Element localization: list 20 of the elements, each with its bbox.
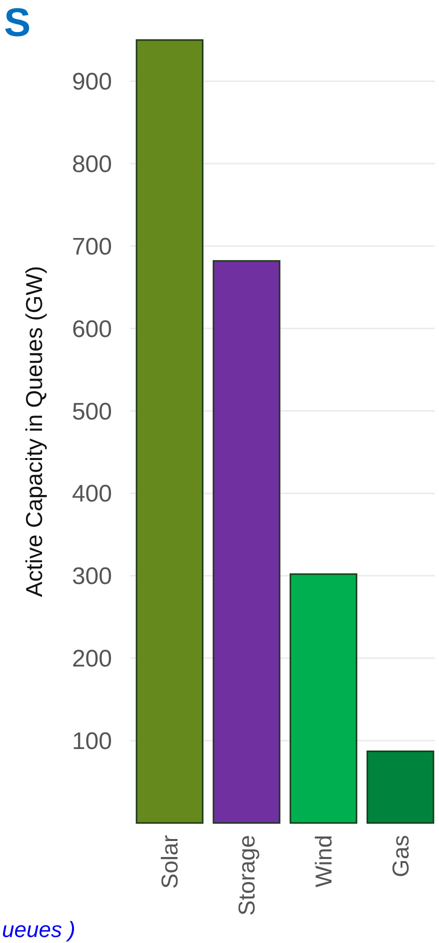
x-tick-label: Wind — [310, 835, 337, 888]
bar — [290, 573, 358, 824]
y-tick-label: 700 — [72, 233, 112, 260]
y-tick-label: 900 — [72, 68, 112, 96]
y-tick-label: 800 — [72, 151, 112, 178]
chart-title: S — [4, 1, 31, 45]
y-tick-label: 600 — [72, 316, 112, 343]
text: ueues ) — [2, 917, 76, 942]
x-tick-label: Storage — [234, 835, 260, 916]
y-tick-label: 200 — [72, 646, 112, 673]
y-tick-label: 100 — [72, 728, 112, 755]
bar — [136, 39, 204, 824]
y-axis-title: Active Capacity in Queues (GW) — [21, 266, 47, 598]
x-tick-label: Gas — [387, 835, 414, 878]
y-tick-label: 300 — [72, 563, 112, 590]
y-tick-label: 500 — [72, 398, 112, 426]
x-tick-label: Solar — [156, 834, 183, 889]
bar — [366, 750, 434, 824]
bar — [212, 260, 280, 824]
y-tick-label: 400 — [72, 480, 112, 508]
